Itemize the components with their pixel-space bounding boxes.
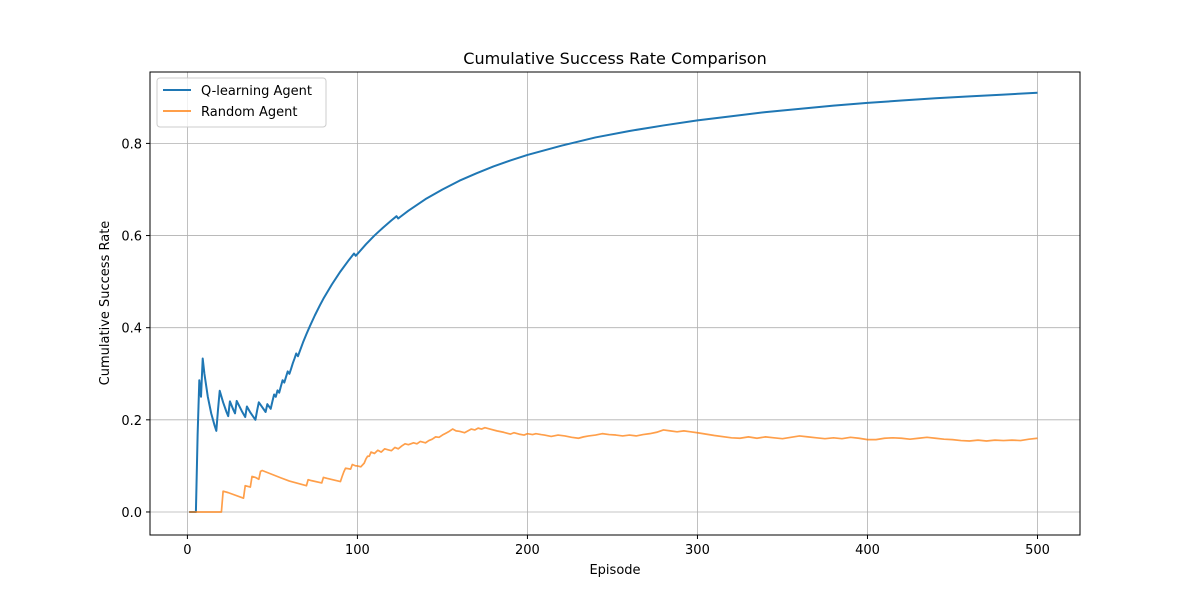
x-axis-label: Episode [589, 563, 640, 578]
x-tick-label: 0 [183, 543, 191, 558]
x-tick-label: 300 [685, 543, 710, 558]
legend-label-q-learning: Q-learning Agent [201, 84, 312, 99]
legend-box [156, 77, 327, 128]
legend-label-random: Random Agent [201, 105, 297, 120]
grid [150, 72, 1080, 535]
y-tick-label: 0.4 [121, 322, 142, 337]
plot-frame [149, 71, 1081, 536]
series-layer [189, 91, 1038, 513]
ticks: 0 100 200 300 400 500 0.0 0.2 0.4 0.6 0.8 [121, 137, 1050, 558]
y-tick-label: 0.0 [121, 506, 142, 521]
series-line-q-learning [189, 91, 1038, 513]
x-tick-label: 100 [345, 543, 370, 558]
x-tick-label: 200 [515, 543, 540, 558]
y-tick-label: 0.2 [121, 414, 142, 429]
x-tick-label: 500 [1025, 543, 1050, 558]
y-tick-label: 0.6 [121, 230, 142, 245]
x-tick-label: 400 [855, 543, 880, 558]
y-tick-label: 0.8 [121, 137, 142, 152]
series-line-random [189, 426, 1038, 513]
legend: Q-learning Agent Random Agent [156, 77, 327, 128]
chart-title: Cumulative Success Rate Comparison [463, 49, 766, 68]
y-axis-label: Cumulative Success Rate [98, 221, 113, 386]
